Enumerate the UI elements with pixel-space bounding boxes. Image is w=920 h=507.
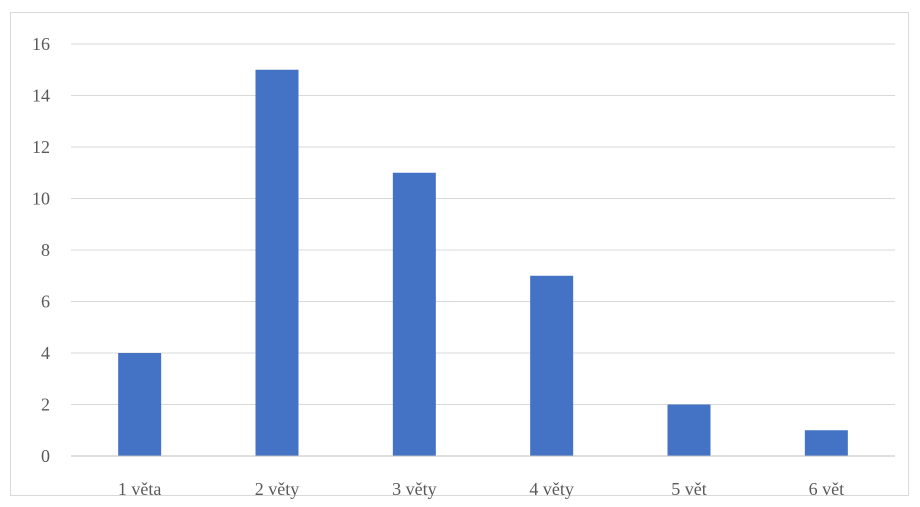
x-tick-label: 2 věty [255,479,300,499]
y-axis-ticks: 0 2 4 6 8 10 12 14 16 [32,34,50,466]
x-tick-label: 1 věta [118,479,161,499]
y-tick-label: 12 [32,137,50,157]
y-tick-label: 6 [41,292,50,312]
bars [118,69,848,456]
x-tick-label: 4 věty [529,479,574,499]
y-tick-label: 2 [41,395,50,415]
bar [667,404,711,456]
x-tick-label: 5 vět [671,479,707,499]
y-tick-label: 10 [32,189,50,209]
y-tick-label: 16 [32,34,50,54]
y-tick-label: 0 [41,446,50,466]
x-axis-ticks: 1 věta 2 věty 3 věty 4 věty 5 vět 6 vět [118,479,844,499]
bar [118,353,162,456]
bar [392,172,436,456]
y-tick-label: 4 [41,343,50,363]
x-tick-label: 6 vět [809,479,845,499]
y-tick-label: 14 [32,86,50,106]
bar [530,275,574,456]
bar [255,69,299,456]
x-tick-label: 3 věty [392,479,437,499]
bar [804,430,848,456]
y-tick-label: 8 [41,240,50,260]
gridlines [71,43,895,405]
